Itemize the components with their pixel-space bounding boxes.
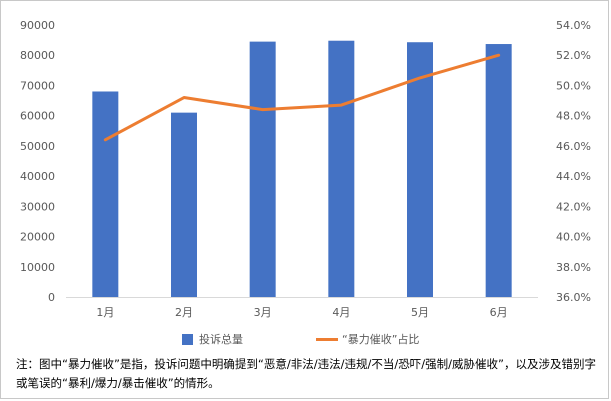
y-left-tick-label: 30000 bbox=[20, 200, 55, 213]
x-tick-label: 5月 bbox=[411, 306, 429, 319]
x-axis-labels: 1月 2月 3月 4月 5月 6月 bbox=[96, 306, 507, 319]
y-left-tick-label: 20000 bbox=[20, 231, 55, 244]
y-right-tick-label: 38.0% bbox=[556, 261, 591, 274]
legend-swatch-bar bbox=[182, 334, 193, 345]
x-tick-label: 6月 bbox=[490, 306, 508, 319]
y-right-tick-label: 54.0% bbox=[556, 19, 591, 32]
footnote: 注：图中“暴力催收”是指，投诉问题中明确提到“恶意/非法/违法/违规/不当/恐吓… bbox=[16, 357, 596, 390]
right-axis-ticks: 36.0% 38.0% 40.0% 42.0% 44.0% 46.0% 48.0% 50.0%… bbox=[556, 19, 591, 304]
y-right-tick-label: 44.0% bbox=[556, 170, 591, 183]
y-left-tick-label: 10000 bbox=[20, 261, 55, 274]
bar bbox=[171, 112, 197, 298]
y-right-tick-label: 42.0% bbox=[556, 200, 591, 213]
x-tick-label: 4月 bbox=[332, 306, 350, 319]
y-left-tick-label: 0 bbox=[48, 291, 55, 304]
x-tick-label: 2月 bbox=[175, 306, 193, 319]
y-left-tick-label: 40000 bbox=[20, 170, 55, 183]
bar bbox=[407, 42, 433, 297]
y-left-tick-label: 90000 bbox=[20, 19, 55, 32]
bar-series bbox=[92, 40, 512, 298]
line-series bbox=[103, 53, 501, 142]
y-right-tick-label: 48.0% bbox=[556, 110, 591, 123]
y-right-tick-label: 52.0% bbox=[556, 49, 591, 62]
y-right-tick-label: 50.0% bbox=[556, 79, 591, 92]
y-left-tick-label: 70000 bbox=[20, 79, 55, 92]
bar bbox=[249, 41, 276, 297]
bar bbox=[485, 44, 512, 297]
y-left-tick-label: 60000 bbox=[20, 110, 55, 123]
y-right-tick-label: 36.0% bbox=[556, 291, 591, 304]
y-right-tick-label: 40.0% bbox=[556, 231, 591, 244]
x-tick-label: 1月 bbox=[96, 306, 114, 319]
y-left-tick-label: 80000 bbox=[20, 49, 55, 62]
y-left-tick-label: 50000 bbox=[20, 140, 55, 153]
legend-label: 投诉总量 bbox=[199, 332, 243, 346]
x-tick-label: 3月 bbox=[254, 306, 272, 319]
left-axis-ticks: 0 10000 20000 30000 40000 50000 60000 70000 8000… bbox=[20, 19, 55, 304]
bar bbox=[328, 40, 355, 298]
y-right-tick-label: 46.0% bbox=[556, 140, 591, 153]
legend-label: “暴力催收”占比 bbox=[342, 332, 419, 346]
legend: 投诉总量 “暴力催收”占比 bbox=[182, 332, 419, 346]
bar bbox=[92, 91, 119, 297]
